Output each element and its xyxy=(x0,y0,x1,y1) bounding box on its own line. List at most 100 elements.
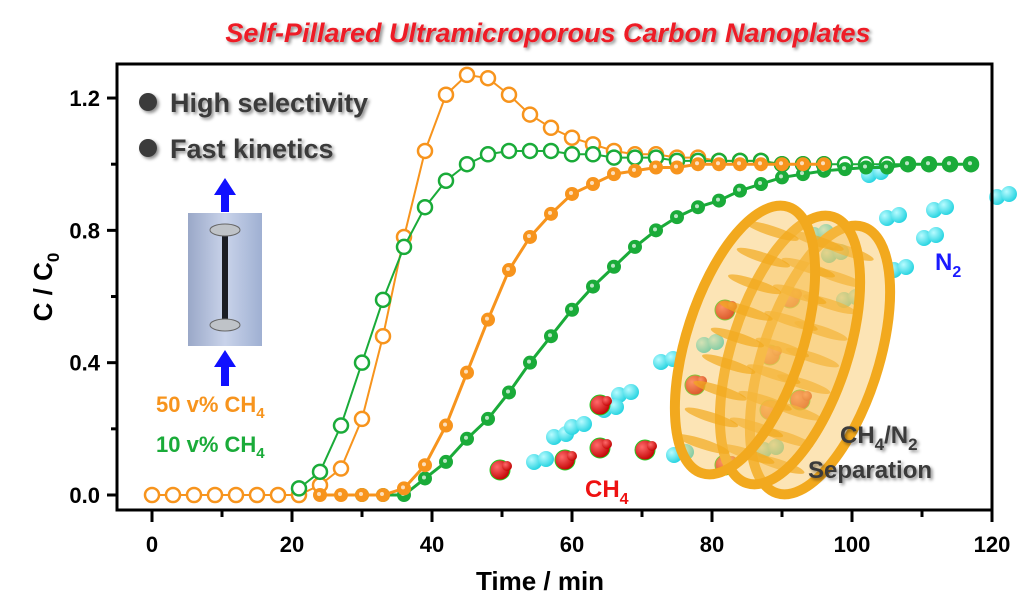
data-point-highlight xyxy=(317,492,321,496)
data-point-highlight xyxy=(422,462,426,467)
n2-molecule xyxy=(611,384,639,403)
data-point xyxy=(206,486,224,504)
nanoplate-pillar xyxy=(710,327,765,348)
data-point xyxy=(290,480,308,497)
n2-molecule xyxy=(916,227,944,246)
x-tick-label: 20 xyxy=(280,532,304,557)
data-point-highlight xyxy=(527,359,531,364)
ch4-molecule xyxy=(634,439,657,461)
n2-label: N2 xyxy=(935,249,961,281)
ch4-molecule xyxy=(589,437,612,459)
data-point xyxy=(164,486,182,504)
data-point xyxy=(521,142,539,160)
n2-atom xyxy=(708,334,724,350)
n2-atom xyxy=(938,199,954,215)
data-point xyxy=(374,291,392,309)
data-point-highlight xyxy=(464,369,468,374)
data-point xyxy=(500,142,518,160)
legend-50-ch4: 50 v% CH4 xyxy=(156,392,265,422)
n2-atom xyxy=(879,210,895,226)
data-point xyxy=(458,155,476,173)
data-point-highlight xyxy=(779,161,783,166)
nanoplate-pillar xyxy=(747,364,801,385)
data-point-highlight xyxy=(716,161,720,166)
x-tick-label: 120 xyxy=(974,532,1011,557)
data-point xyxy=(584,146,602,163)
nanoplate xyxy=(669,200,821,480)
data-point xyxy=(374,327,392,345)
data-point xyxy=(311,463,329,481)
ch4-molecule xyxy=(489,459,512,481)
data-point xyxy=(248,486,266,504)
data-point-highlight xyxy=(884,164,888,169)
data-point-highlight xyxy=(338,492,342,496)
data-point xyxy=(353,410,371,428)
data-point-highlight xyxy=(779,174,783,179)
data-point-highlight xyxy=(800,161,804,166)
y-tick-label: 1.2 xyxy=(69,86,100,111)
data-point-highlight xyxy=(443,422,447,427)
n2-atom xyxy=(546,429,562,445)
data-point-highlight xyxy=(800,171,804,176)
nanoplate-pillar xyxy=(676,434,730,454)
data-point-highlight xyxy=(758,161,762,166)
x-tick-label: 60 xyxy=(560,532,584,557)
ch4-atom xyxy=(802,391,812,401)
data-point-highlight xyxy=(737,161,741,166)
data-point-highlight xyxy=(359,492,363,496)
x-tick-label: 0 xyxy=(146,532,158,557)
nanoplate-pillar xyxy=(684,407,739,428)
n2-atom xyxy=(891,207,907,223)
data-point-highlight xyxy=(758,181,762,186)
data-point xyxy=(332,460,350,477)
n2-atom xyxy=(898,259,914,275)
n2-atom xyxy=(768,439,784,455)
n2-molecule xyxy=(696,334,724,353)
x-tick-label: 80 xyxy=(700,532,724,557)
n2-molecule xyxy=(526,451,554,470)
data-point-highlight xyxy=(695,204,699,209)
data-point xyxy=(542,119,560,137)
data-point-highlight xyxy=(716,197,720,202)
n2-atom xyxy=(623,384,639,400)
x-tick-label: 40 xyxy=(420,532,444,557)
chart-title: Self-Pillared Ultramicroporous Carbon Na… xyxy=(225,18,870,48)
data-point-highlight xyxy=(485,316,489,321)
ch4-atom xyxy=(502,461,512,471)
data-point xyxy=(479,146,497,163)
data-point xyxy=(521,106,539,123)
data-point-highlight xyxy=(401,485,405,490)
nanoplate-pillar xyxy=(745,221,799,241)
n2-atom xyxy=(916,230,932,246)
separation-title-line1: CH4/N2 xyxy=(840,422,918,454)
x-axis-title: Time / min xyxy=(476,566,604,596)
data-point xyxy=(395,238,413,256)
n2-atom xyxy=(696,337,712,353)
n2-atom xyxy=(576,416,592,432)
ch4-atom xyxy=(602,439,612,449)
bullet-icon xyxy=(139,93,157,111)
nanoplate-pillar xyxy=(728,274,782,295)
x-tick-label: 100 xyxy=(834,532,871,557)
n2-atom xyxy=(1001,186,1017,202)
ch4-molecule xyxy=(554,449,577,471)
n2-atom xyxy=(608,399,624,415)
bullet-icon xyxy=(139,139,157,157)
n2-atom xyxy=(926,202,942,218)
data-point-highlight xyxy=(506,389,510,394)
data-point-highlight xyxy=(548,210,552,215)
nanoplate-pillar xyxy=(736,247,791,268)
series-green-filled xyxy=(355,157,978,502)
data-point-highlight xyxy=(737,187,741,192)
data-point xyxy=(437,172,455,189)
feature-high-selectivity: High selectivity xyxy=(170,88,368,118)
data-point xyxy=(143,486,161,504)
data-point-highlight xyxy=(611,263,615,268)
nanoplate-pillar xyxy=(719,301,773,321)
data-point-highlight xyxy=(611,171,615,176)
data-point xyxy=(332,417,350,434)
data-point-highlight xyxy=(485,415,489,420)
data-point-highlight xyxy=(653,164,657,169)
ch4-atom xyxy=(567,451,577,461)
data-point-highlight xyxy=(527,233,531,238)
